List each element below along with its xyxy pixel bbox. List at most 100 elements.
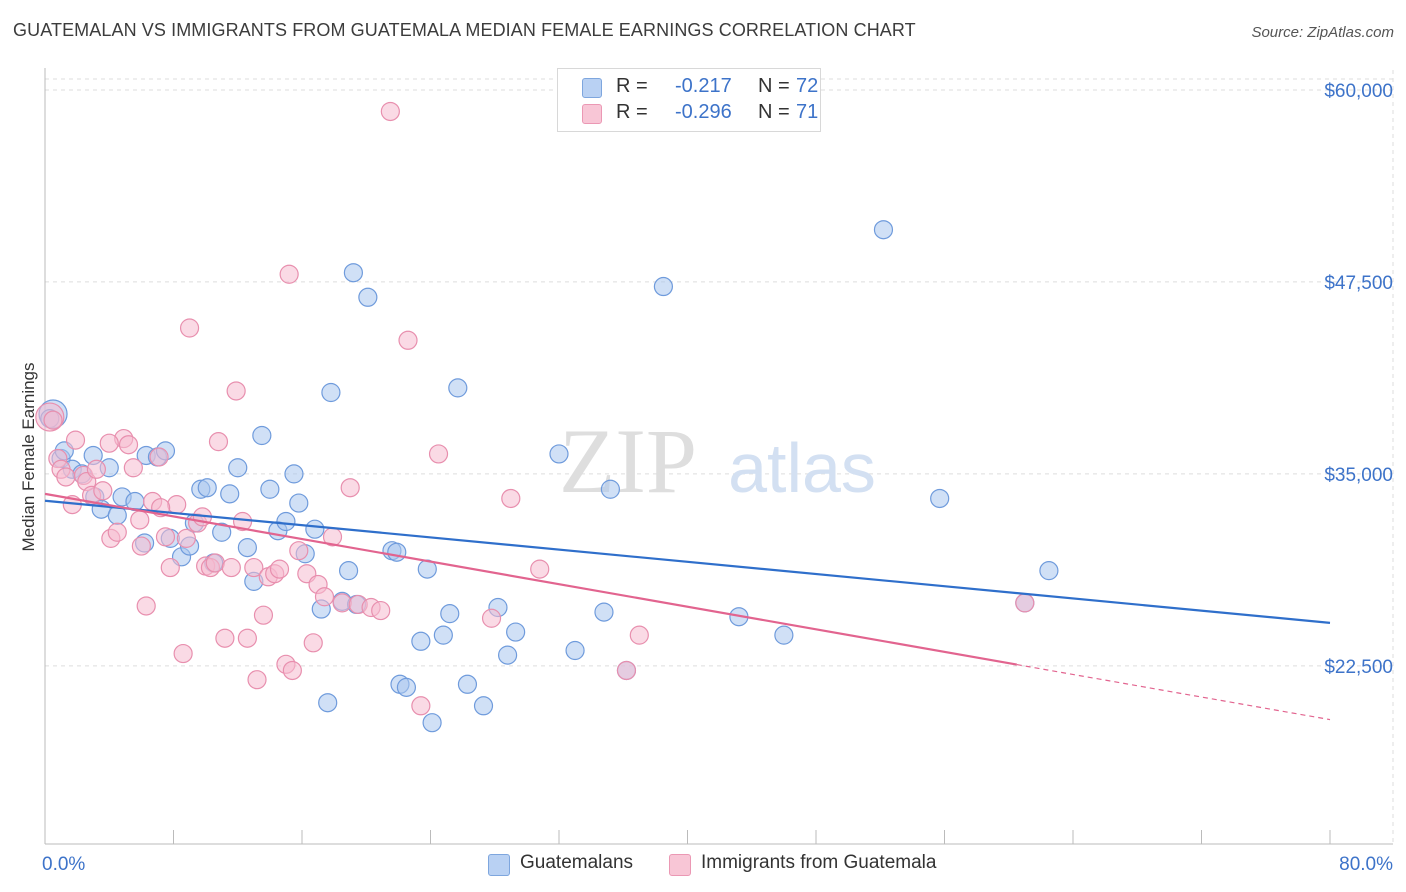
point-immigrants <box>65 430 86 450</box>
point-guatemalans <box>422 713 442 733</box>
point-immigrants <box>303 633 323 653</box>
watermark: ZIP atlas <box>559 410 876 512</box>
point-guatemalans <box>440 604 460 624</box>
x-tick-label: 0.0% <box>42 854 85 875</box>
point-immigrants <box>149 447 169 467</box>
point-immigrants <box>314 587 335 607</box>
point-guatemalans <box>498 645 518 665</box>
trend-line <box>44 499 1331 624</box>
y-tick-label: $22,500 <box>1324 657 1393 678</box>
point-guatemalans <box>873 220 894 240</box>
y-tick-label: $60,000 <box>1324 81 1393 102</box>
point-guatemalans <box>594 602 614 622</box>
point-guatemalans <box>318 693 338 713</box>
point-immigrants <box>155 527 176 547</box>
point-immigrants <box>247 670 267 690</box>
trend-lines <box>44 492 1331 721</box>
point-immigrants <box>380 101 400 122</box>
point-immigrants <box>226 381 246 401</box>
point-immigrants <box>99 433 119 453</box>
point-guatemalans <box>276 511 296 532</box>
point-guatemalans <box>237 538 257 558</box>
point-immigrants <box>501 488 521 509</box>
trend-line <box>44 492 1017 666</box>
chart-title: GUATEMALAN VS IMMIGRANTS FROM GUATEMALA … <box>13 20 916 40</box>
point-immigrants <box>205 553 225 573</box>
y-axis-title: Median Female Earnings <box>19 363 38 552</box>
blue-swatch <box>488 854 510 876</box>
point-immigrants <box>160 557 180 578</box>
point-guatemalans <box>220 484 240 504</box>
x-tick-label: 80.0% <box>1339 854 1393 875</box>
point-guatemalans <box>1039 561 1059 581</box>
point-immigrants <box>282 660 302 681</box>
point-immigrants <box>428 444 449 464</box>
point-immigrants <box>371 600 391 621</box>
point-immigrants <box>176 528 196 548</box>
point-immigrants <box>167 495 187 515</box>
point-guatemalans <box>305 519 325 539</box>
point-guatemalans <box>343 263 363 283</box>
r-value: -0.217 <box>675 75 732 97</box>
point-guatemalans <box>774 625 794 645</box>
point-guatemalans <box>473 696 494 716</box>
point-guatemalans <box>448 378 468 398</box>
point-immigrants <box>616 660 637 681</box>
point-guatemalans <box>549 444 569 464</box>
n-label: N = <box>758 75 790 97</box>
trend-line-extension <box>1016 663 1331 721</box>
point-immigrants <box>86 459 107 479</box>
point-guatemalans <box>284 464 304 484</box>
point-immigrants <box>629 625 649 645</box>
point-immigrants <box>530 559 550 579</box>
point-guatemalans <box>930 488 950 509</box>
point-guatemalans <box>289 493 309 513</box>
n-value: 72 <box>796 75 819 97</box>
point-guatemalans <box>321 382 341 403</box>
point-guatemalans <box>387 542 407 562</box>
r-value: -0.296 <box>675 101 732 123</box>
source-label: Source: ZipAtlas.com <box>1251 24 1394 41</box>
point-guatemalans <box>260 479 280 499</box>
grid-lines <box>45 70 1394 844</box>
n-label: N = <box>758 101 790 123</box>
point-immigrants <box>411 696 431 716</box>
point-guatemalans <box>565 640 585 661</box>
point-guatemalans <box>212 522 232 542</box>
point-guatemalans <box>457 674 478 694</box>
point-immigrants <box>123 458 143 478</box>
point-immigrants <box>56 467 76 487</box>
point-guatemalans <box>653 276 674 297</box>
point-immigrants <box>253 605 274 625</box>
y-tick-label: $47,500 <box>1324 273 1393 294</box>
legend-label: Immigrants from Guatemala <box>701 852 937 873</box>
pink-swatch <box>582 104 602 124</box>
point-guatemalans <box>228 458 248 478</box>
point-guatemalans <box>433 625 453 645</box>
point-immigrants <box>269 559 290 579</box>
pink-swatch <box>669 854 691 876</box>
point-immigrants <box>208 432 229 452</box>
point-immigrants <box>332 593 352 613</box>
point-immigrants <box>221 557 241 578</box>
point-immigrants <box>43 410 63 430</box>
watermark-zip: ZIP <box>559 410 697 512</box>
axes <box>44 68 1393 845</box>
r-label: R = <box>616 101 648 123</box>
point-immigrants <box>1015 593 1035 613</box>
point-immigrants <box>481 608 502 628</box>
point-guatemalans <box>197 478 217 498</box>
legend-label: Guatemalans <box>520 852 634 873</box>
n-value: 71 <box>796 101 819 123</box>
point-immigrants <box>118 435 139 455</box>
blue-swatch <box>582 78 602 98</box>
point-immigrants <box>93 481 113 501</box>
r-label: R = <box>616 75 648 97</box>
point-immigrants <box>130 510 150 530</box>
point-immigrants <box>237 628 257 648</box>
y-tick-label: $35,000 <box>1324 465 1393 486</box>
point-guatemalans <box>506 622 526 642</box>
point-immigrants <box>340 478 360 498</box>
point-immigrants <box>173 643 193 664</box>
point-guatemalans <box>252 425 272 446</box>
